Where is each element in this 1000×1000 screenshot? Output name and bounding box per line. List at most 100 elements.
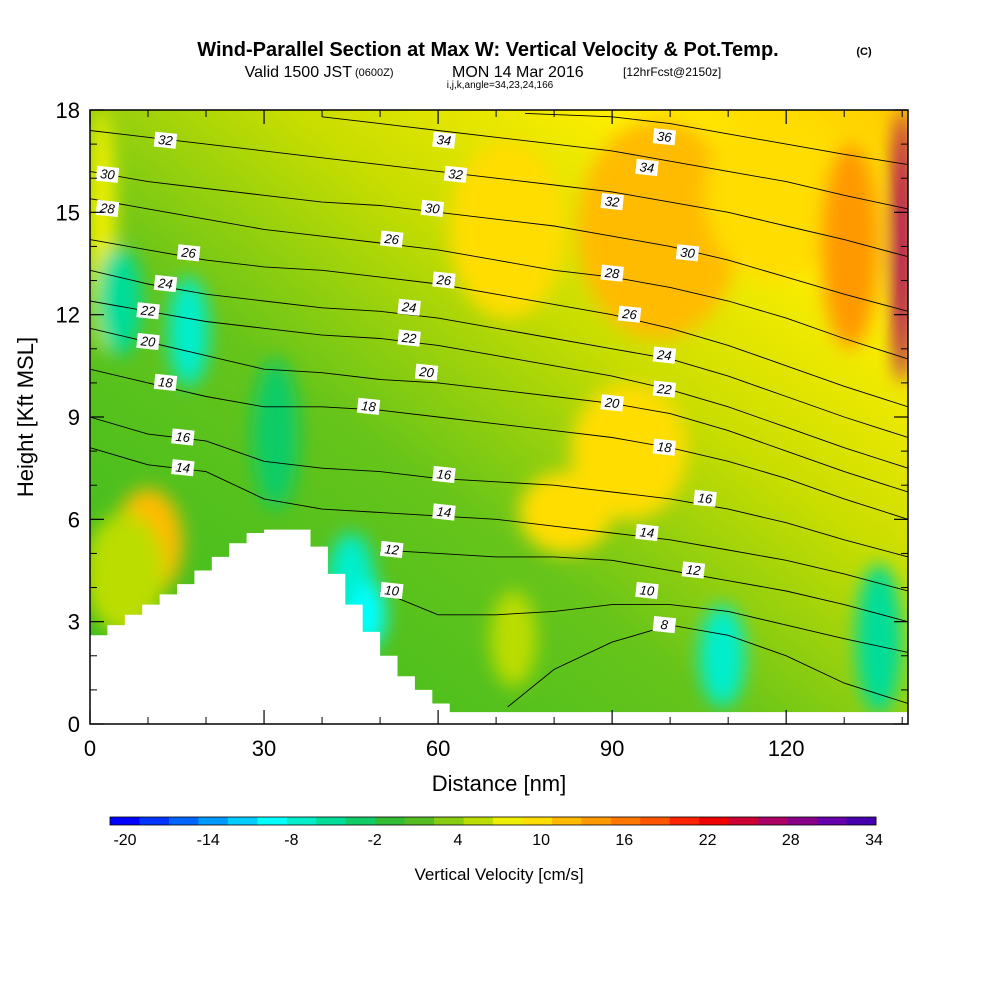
contour-label-text: 26 [435,272,453,289]
contour-label-text: 24 [400,299,417,316]
colorbar-swatch [110,817,140,825]
contour-label: 18 [356,397,381,415]
contour-label: 32 [600,192,624,211]
colorbar-tick-label: -14 [197,832,220,849]
contour-label-text: 18 [157,374,174,391]
contour-label: 30 [420,199,445,218]
velocity-region [704,110,845,281]
contour-label-text: 18 [656,439,673,456]
contour-label-text: 18 [361,398,378,415]
contour-label-text: 10 [639,582,656,599]
contour-label: 30 [675,244,700,262]
colorbar-swatch [581,817,612,825]
contour-label: 26 [176,244,201,262]
theta-contour-30 [90,170,908,312]
colorbar-tick-label: 16 [615,832,633,849]
colorbar-swatch [669,817,700,825]
contour-label: 18 [652,438,677,456]
contour-label-text: 14 [175,459,191,475]
theta-contour-34 [322,116,908,210]
contour-label-text: 22 [655,381,673,398]
contour-label-text: 12 [685,562,702,579]
contour-label: 30 [95,165,120,183]
contour-label-text: 22 [400,330,418,347]
terrain-mask [90,529,908,724]
contour-label: 34 [635,158,659,177]
plot-area: 3230282624222018161434323026262422201816… [90,110,908,724]
contour-label-text: 24 [655,347,672,364]
contour-label-text: 26 [180,244,198,261]
colorbar-swatch [286,817,317,825]
y-tick-label: 12 [56,303,80,328]
theta-contour-20 [90,327,908,493]
contour-label: 24 [153,274,178,293]
colorbar-swatch [375,817,406,825]
contour-label: 20 [414,363,439,381]
contour-label: 14 [635,523,659,542]
y-tick-label: 0 [68,712,80,737]
contour-label: 22 [397,329,421,347]
valid-utc: (0600Z) [355,67,394,79]
contour-label: 26 [617,305,642,323]
contour-label: 16 [171,428,195,446]
contour-label: 12 [681,561,706,579]
colorbar-tick-label: -20 [113,832,136,849]
contour-label-text: 14 [436,504,452,520]
velocity-region [449,140,566,319]
velocity-region [168,277,209,387]
contour-label: 24 [652,346,677,364]
chart-title: Wind-Parallel Section at Max W: Vertical… [197,39,778,61]
velocity-region [820,144,879,349]
theta-contour-12 [380,549,908,623]
y-tick-label: 18 [56,98,80,123]
theta-contour-16 [90,416,908,558]
colorbar-swatch [257,817,288,825]
colorbar-tick-label: -2 [368,832,382,849]
contour-label-text: 34 [436,132,452,148]
colorbar-swatch [846,817,877,825]
contour-label: 16 [693,489,717,508]
valid-prefix: Valid 1500 JST [245,64,353,81]
contour-label-text: 30 [424,200,441,217]
theta-contour-10 [379,590,908,653]
contour-label: 8 [652,615,677,634]
velocity-region [519,471,613,554]
colorbar-tick-label: 28 [782,832,800,849]
colorbar-swatch [758,817,789,825]
velocity-region [252,359,299,510]
contour-label-text: 30 [680,245,697,262]
contour-label: 24 [397,298,421,316]
colorbar-swatch [198,817,229,825]
contour-label: 20 [136,332,160,351]
contour-label-text: 8 [660,617,670,633]
colorbar-swatch [345,817,376,825]
colorbar-swatch [640,817,671,825]
contour-label-text: 32 [157,132,174,149]
colorbar-swatch [610,817,641,825]
y-axis-label: Height [Kft MSL] [13,337,38,497]
colorbar: -20 -14 -8 -2 4 10 16 22 28 34 [109,816,883,849]
colorbar-label: Vertical Velocity [cm/s] [414,865,583,884]
contour-label-text: 34 [639,159,655,175]
contour-label: 32 [443,165,468,183]
colorbar-swatch [522,817,553,825]
colorbar-tick-label: 10 [532,832,550,849]
contour-label-text: 20 [603,395,621,412]
contour-label-text: 32 [448,166,465,183]
x-tick-label: 90 [600,736,624,761]
x-tick-label: 30 [252,736,276,761]
colorbar-swatch [551,817,582,825]
velocity-region [571,382,688,520]
velocity-region [699,604,746,707]
colorbar-swatch [493,817,523,825]
colorbar-swatch [787,817,818,825]
colorbar-swatch [434,817,465,825]
contour-label: 34 [432,131,456,149]
contour-label: 14 [171,459,195,477]
contour-label: 16 [432,465,456,484]
theta-contour-8 [507,624,908,708]
y-tick-label: 9 [68,405,80,430]
contour-label: 10 [380,581,404,600]
contour-label-text: 28 [603,265,621,282]
